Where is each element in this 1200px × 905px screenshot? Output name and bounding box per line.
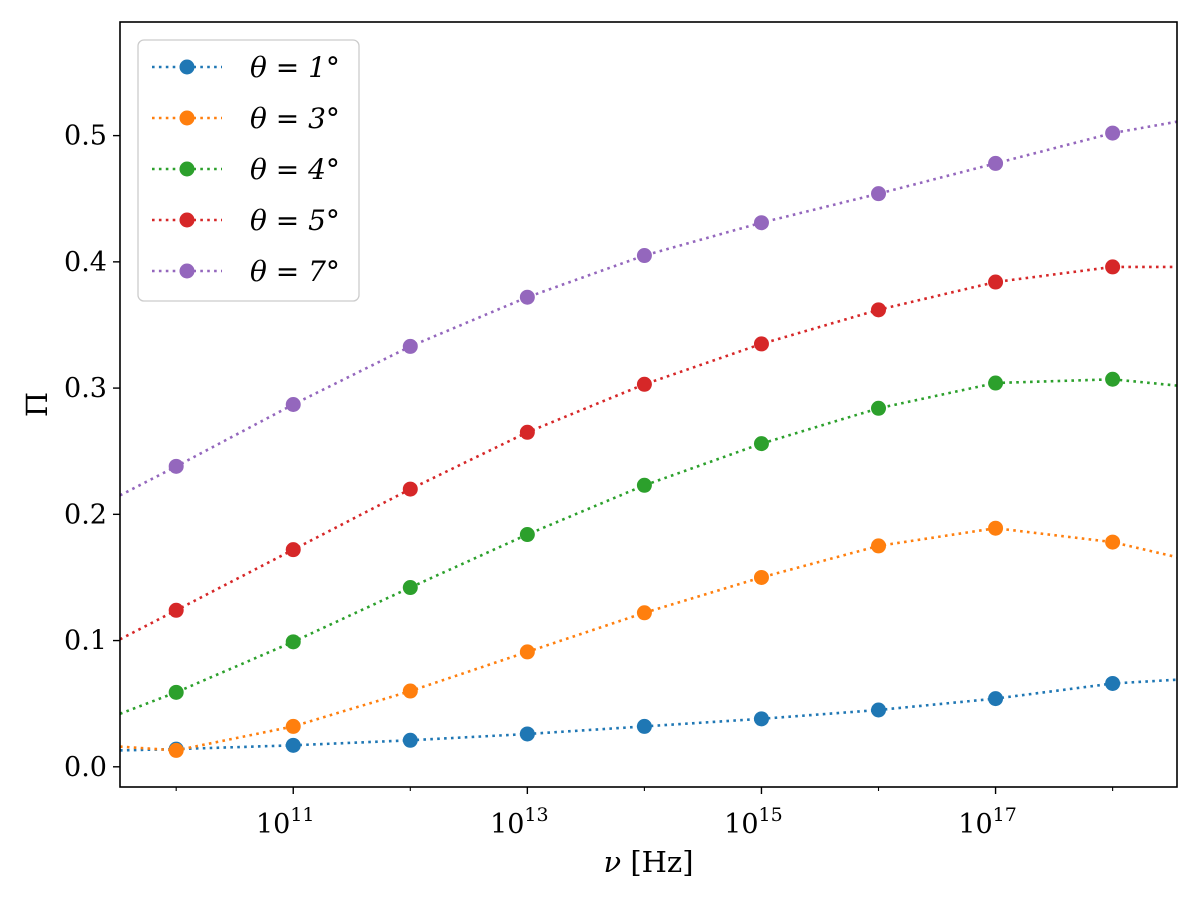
series-1-line [120,678,1177,752]
series-5 [120,120,1177,497]
legend-frame [137,39,360,302]
legend-label-5: θ = 7° [250,255,340,288]
x-tick-label-1: 1011 [256,804,315,840]
series-2-point-5 [636,605,652,621]
legend-label-4: θ = 5° [250,204,340,237]
series-2-line [120,526,1177,752]
series-2-point-4 [519,644,535,660]
legend: θ = 1° θ = 3° θ = 4° θ = 5° θ = 7° [137,39,360,302]
series-4-point-2 [285,542,301,558]
series-4 [120,259,1177,641]
series-2-point-8 [988,520,1004,536]
series-5-point-8 [988,155,1004,171]
series-2-point-7 [871,538,887,554]
series-4-point-6 [753,336,769,352]
legend-marker-3 [179,161,195,177]
series-5-point-1 [168,458,184,474]
x-tick-label-4: 1017 [958,804,1017,840]
legend-item-4: θ = 5° [152,204,340,237]
series-2 [120,520,1177,758]
series-4-point-4 [519,424,535,440]
series-1-point-4 [519,726,535,742]
series-1-point-2 [285,737,301,753]
series-2-point-2 [285,718,301,734]
x-axis-label: ν [Hz] [603,845,693,879]
series-5-point-4 [519,289,535,305]
series-4-point-5 [636,376,652,392]
series-2-point-3 [402,683,418,699]
series-1-point-5 [636,718,652,734]
series-1-point-8 [988,691,1004,707]
series-1-point-3 [402,732,418,748]
y-tick-label-3: 0.2 [64,499,107,530]
y-axis-label: Π [20,392,54,417]
series-1-point-7 [871,702,887,718]
series-4-point-8 [988,274,1004,290]
plot-frame [119,21,1178,788]
series-5-point-7 [871,186,887,202]
series-1 [120,675,1177,757]
y-tick-label-2: 0.1 [64,626,107,657]
series-5-point-2 [285,397,301,412]
series-5-point-3 [402,338,418,354]
x-tick-label-3: 1015 [724,804,783,840]
legend-item-3: θ = 4° [152,153,340,186]
series-5-point-9 [1105,125,1121,141]
series-5-point-6 [753,215,769,231]
series-1-point-9 [1105,675,1121,691]
y-tick-label-4: 0.3 [64,373,107,404]
series-4-line [120,265,1177,641]
series-4-point-3 [402,481,418,497]
series-3-point-5 [636,477,652,493]
series-2-point-9 [1105,534,1121,550]
series-3-line [120,377,1177,716]
legend-label-1: θ = 1° [250,51,340,84]
legend-marker-5 [179,263,195,279]
series-3-point-2 [285,634,301,650]
legend-marker-1 [179,59,195,75]
series-5-point-5 [636,248,652,264]
legend-marker-2 [179,110,195,126]
y-tick-label-5: 0.4 [64,247,107,278]
series-3-point-6 [753,436,769,452]
series-3-point-4 [519,527,535,543]
series-3-point-3 [402,580,418,596]
series-3-point-7 [871,400,887,416]
legend-item-1: θ = 1° [152,51,340,84]
series-1-point-6 [753,711,769,727]
series-4-point-9 [1105,259,1121,275]
series-2-point-1 [168,742,184,758]
series-3-point-9 [1105,371,1121,387]
series-5-line [120,120,1177,497]
series-4-point-7 [871,302,887,318]
legend-item-5: θ = 7° [152,255,340,288]
axes-layer: 0.0 0.1 0.2 0.3 0.4 0.5 1011 1013 1015 1017 ν [Hz]… [20,21,1178,879]
series-layer [120,120,1177,758]
legend-label-3: θ = 4° [250,153,340,186]
y-tick-label-1: 0.0 [64,752,107,783]
series-3 [120,371,1177,716]
legend-marker-4 [179,212,195,228]
legend-item-2: θ = 3° [152,102,340,135]
legend-label-2: θ = 3° [250,102,340,135]
series-3-point-8 [988,375,1004,391]
series-4-point-1 [168,602,184,618]
x-tick-label-2: 1013 [490,804,549,840]
y-tick-label-6: 0.5 [64,121,107,152]
series-2-point-6 [753,569,769,585]
series-3-point-1 [168,684,184,700]
